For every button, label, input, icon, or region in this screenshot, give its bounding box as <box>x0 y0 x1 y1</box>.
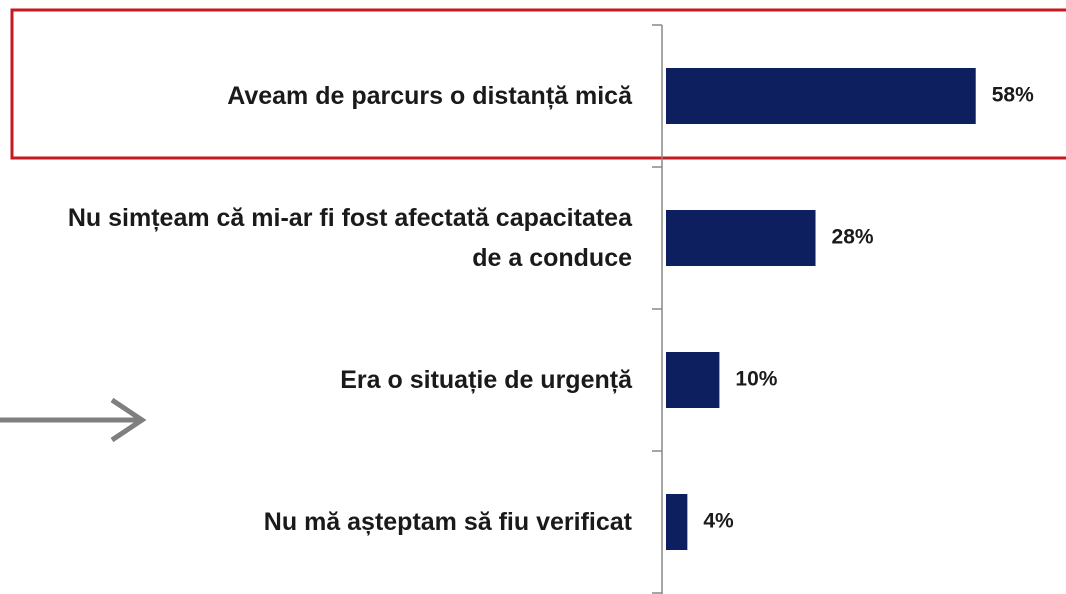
bar <box>666 68 976 124</box>
category-label: Nu simțeam că mi-ar fi fost afectată cap… <box>67 204 632 272</box>
bar <box>666 210 816 266</box>
arrow-head <box>110 397 147 443</box>
bar <box>666 352 720 408</box>
category-label: Nu mă așteptam să fiu verificat <box>263 508 632 536</box>
category-label: Era o situație de urgență <box>340 366 632 394</box>
value-label: 28% <box>832 226 874 249</box>
value-label: 4% <box>703 510 734 533</box>
bar <box>666 494 688 550</box>
highlight-box <box>10 8 1066 160</box>
category-label: Aveam de parcurs o distanță mică <box>227 82 632 110</box>
value-label: 10% <box>735 368 777 391</box>
value-label: 58% <box>992 84 1034 107</box>
